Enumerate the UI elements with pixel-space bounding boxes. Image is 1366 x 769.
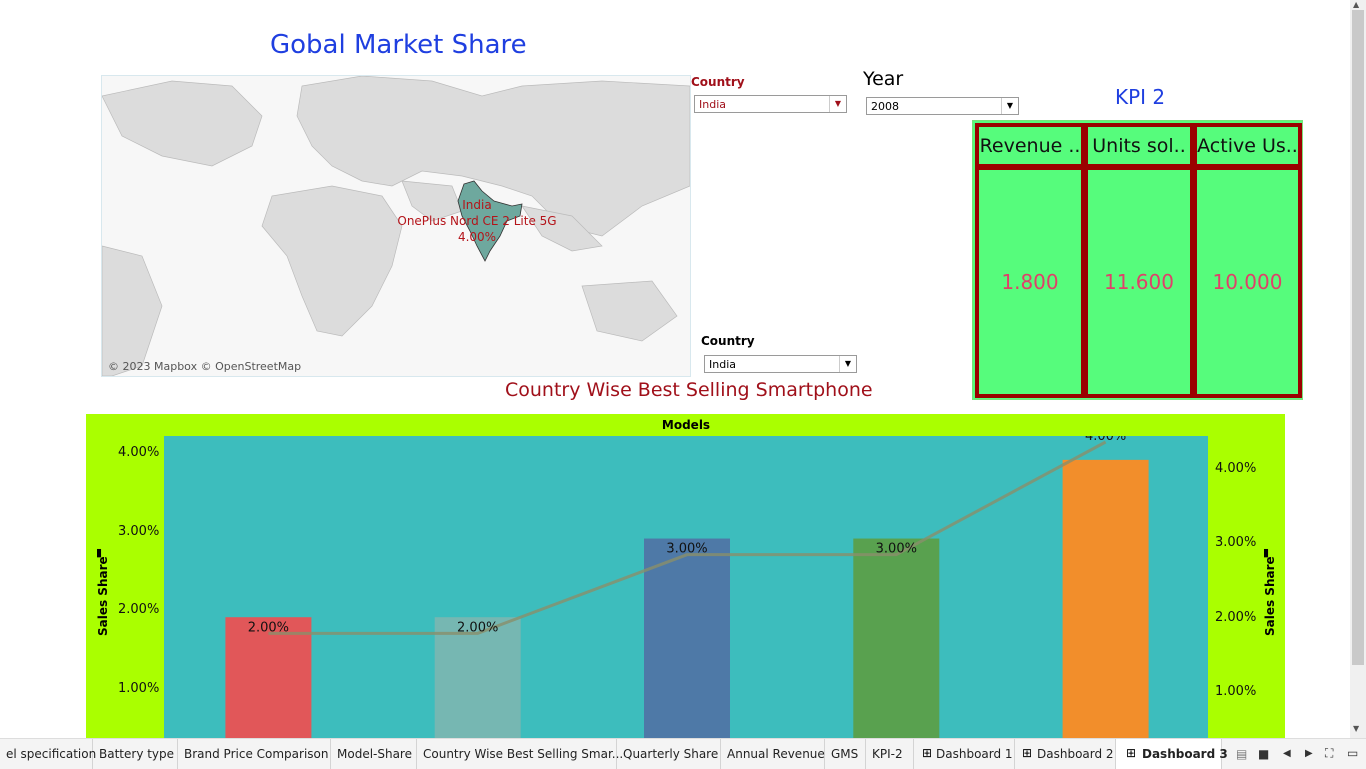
chart-svg: 2.00% 2.00% 3.00% 3.00% 4.00% xyxy=(225,429,1149,738)
year-filter-label: Year xyxy=(863,68,904,90)
year-filter-value: 2008 xyxy=(871,100,899,113)
chart-title: Country Wise Best Selling Smartphone xyxy=(505,379,873,401)
map-share-label: 4.00% xyxy=(457,230,497,244)
column-header-models: Models xyxy=(661,418,711,432)
data-label: 3.00% xyxy=(666,542,707,557)
bar-chart-icon[interactable]: ▮ xyxy=(1263,546,1270,559)
map-model-label: OnePlus Nord CE 2 Lite 5G xyxy=(397,214,557,228)
kpi-header-units: Units sol.. xyxy=(1084,123,1194,168)
page-title: Gobal Market Share xyxy=(270,30,527,60)
y-axis-title-left: Sales Share xyxy=(96,556,110,636)
bar[interactable] xyxy=(225,617,312,738)
bar[interactable] xyxy=(644,538,730,738)
tab-dashboard-3[interactable]: Dashboard 3 xyxy=(1116,739,1228,769)
country-filter-2-value: India xyxy=(709,358,736,371)
india-region[interactable] xyxy=(457,180,523,262)
map-credit: © 2023 Mapbox © OpenStreetMap xyxy=(108,360,302,373)
show-tabs-icon[interactable]: ■ xyxy=(1258,747,1270,761)
tab-kpi-2[interactable]: KPI-2 xyxy=(866,739,914,769)
plot-area[interactable]: 2.00% 2.00% 3.00% 3.00% 4.00% xyxy=(164,429,1208,738)
tab-model-share[interactable]: Model-Share xyxy=(331,739,417,769)
y-tick-left: 2.00% xyxy=(118,602,160,617)
scroll-down-icon[interactable]: ▼ xyxy=(1353,724,1360,733)
tab-dashboard-2[interactable]: Dashboard 2 xyxy=(1015,739,1116,769)
chevron-down-icon[interactable]: ▼ xyxy=(829,96,846,112)
y-axis-title-right: Sales Share xyxy=(1263,556,1277,636)
scroll-up-icon[interactable]: ▲ xyxy=(1353,0,1360,9)
country-filter-label: Country xyxy=(691,75,745,89)
country-filter-dropdown[interactable]: India ▼ xyxy=(694,95,847,113)
dashboard-grid-icon: ⊞ xyxy=(1126,746,1137,760)
world-map[interactable]: India OnePlus Nord CE 2 Lite 5G 4.00% © … xyxy=(101,75,691,377)
dashboard-grid-icon: ⊞ xyxy=(922,746,933,760)
kpi-header-active-users: Active Us.. xyxy=(1193,123,1302,168)
scrollbar-thumb[interactable] xyxy=(1352,10,1364,665)
kpi-title: KPI 2 xyxy=(1115,85,1166,109)
tab-country-wise-best-selling[interactable]: Country Wise Best Selling Smar... xyxy=(417,739,623,769)
prev-sheet-icon[interactable]: ◀ xyxy=(1283,748,1291,759)
country-filter-value: India xyxy=(699,98,726,111)
dashboard-grid-icon: ⊞ xyxy=(1022,746,1033,760)
y-tick-left: 4.00% xyxy=(118,445,160,460)
presentation-icon[interactable]: ▭ xyxy=(1347,746,1359,760)
bar[interactable] xyxy=(1062,459,1149,738)
map-country-label: India xyxy=(462,198,492,212)
bar[interactable] xyxy=(853,538,940,738)
y-tick-left: 1.00% xyxy=(118,681,160,696)
data-label: 2.00% xyxy=(248,620,289,635)
tab-battery-type[interactable]: Battery type xyxy=(93,739,178,769)
share-line[interactable] xyxy=(268,440,1107,635)
next-sheet-icon[interactable]: ▶ xyxy=(1305,748,1313,759)
tab-brand-price-comparison[interactable]: Brand Price Comparison xyxy=(178,739,331,769)
show-filmstrip-icon[interactable]: ▤ xyxy=(1236,747,1248,761)
bar[interactable] xyxy=(434,617,521,738)
kpi-value-units: 11.600 xyxy=(1084,166,1194,398)
tab-gms[interactable]: GMS xyxy=(825,739,866,769)
kpi-value-revenue: 1.800 xyxy=(975,166,1085,398)
fullscreen-icon[interactable]: ⛶ xyxy=(1325,746,1334,760)
country-filter-2-dropdown[interactable]: India ▼ xyxy=(704,355,857,373)
y-tick-right: 3.00% xyxy=(1215,535,1257,550)
kpi-value-active-users: 10.000 xyxy=(1193,166,1302,398)
tab-model-specification[interactable]: el specification xyxy=(0,739,96,769)
year-filter-dropdown[interactable]: 2008 ▼ xyxy=(866,97,1019,115)
kpi-table: Revenue .. Units sol.. Active Us.. 1.800… xyxy=(972,120,1303,400)
chevron-down-icon[interactable]: ▼ xyxy=(839,356,856,372)
tab-quarterly-share[interactable]: Quarterly Share xyxy=(617,739,721,769)
sheet-tab-bar: el specification Battery type Brand Pric… xyxy=(0,738,1366,769)
kpi-header-revenue: Revenue .. xyxy=(975,123,1085,168)
data-label: 2.00% xyxy=(457,620,498,635)
bar-chart-icon[interactable]: ▮ xyxy=(96,546,103,559)
data-label: 3.00% xyxy=(876,542,917,557)
chevron-down-icon[interactable]: ▼ xyxy=(1001,98,1018,114)
y-tick-right: 2.00% xyxy=(1215,610,1257,625)
y-tick-right: 1.00% xyxy=(1215,684,1257,699)
data-label: 4.00% xyxy=(1085,436,1126,444)
map-canvas xyxy=(102,76,690,376)
y-tick-left: 3.00% xyxy=(118,524,160,539)
tab-dashboard-1[interactable]: Dashboard 1 xyxy=(914,739,1015,769)
country-filter-2-label: Country xyxy=(701,334,755,348)
tab-annual-revenue[interactable]: Annual Revenue xyxy=(721,739,825,769)
y-tick-right: 4.00% xyxy=(1215,461,1257,476)
